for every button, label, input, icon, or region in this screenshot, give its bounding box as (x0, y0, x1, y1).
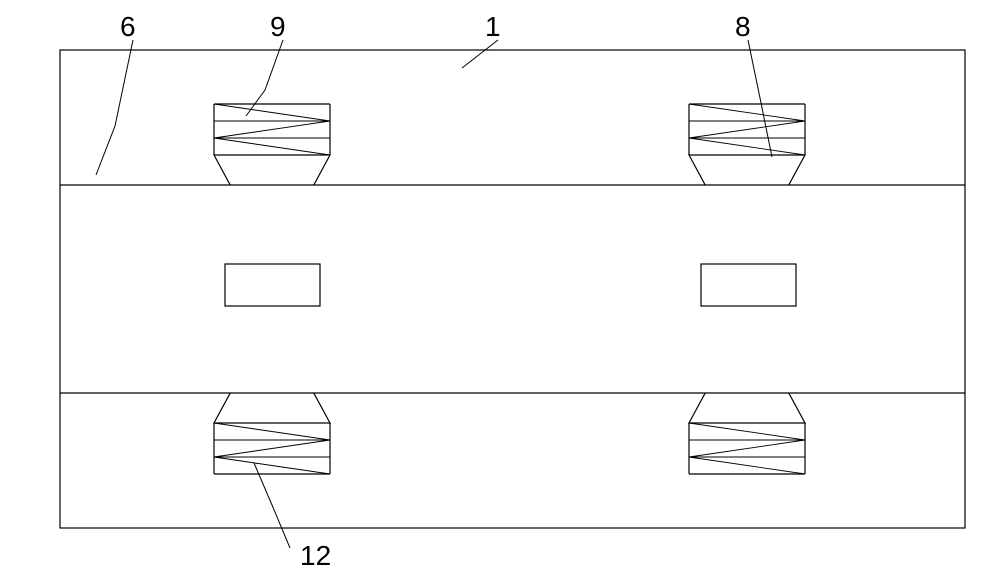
ref-label-12: 12 (300, 540, 331, 571)
ref-label-1: 1 (485, 11, 501, 42)
lower-trapezoid (689, 393, 805, 423)
spring-diag (689, 440, 805, 457)
spring-diag (689, 138, 805, 155)
leader-line (96, 40, 133, 175)
spring-diag (214, 121, 330, 138)
center-rect (701, 264, 796, 306)
spring-diag (214, 138, 330, 155)
leader-line (462, 40, 498, 68)
spring-diag (214, 440, 330, 457)
spring-diag (689, 457, 805, 474)
spring-diag (214, 423, 330, 440)
ref-label-6: 6 (120, 11, 136, 42)
upper-trapezoid (689, 155, 805, 185)
spring-diag (214, 457, 330, 474)
spring-diag (689, 104, 805, 121)
lower-trapezoid (214, 393, 330, 423)
technical-diagram: 6 9 1 8 12 (0, 0, 1000, 576)
leader-line (748, 40, 772, 157)
spring-diag (689, 121, 805, 138)
ref-label-9: 9 (270, 11, 286, 42)
upper-trapezoid (214, 155, 330, 185)
leader-line (254, 463, 290, 548)
ref-label-8: 8 (735, 11, 751, 42)
spring-diag (214, 104, 330, 121)
center-rect (225, 264, 320, 306)
outer-frame (60, 50, 965, 528)
spring-diag (689, 423, 805, 440)
